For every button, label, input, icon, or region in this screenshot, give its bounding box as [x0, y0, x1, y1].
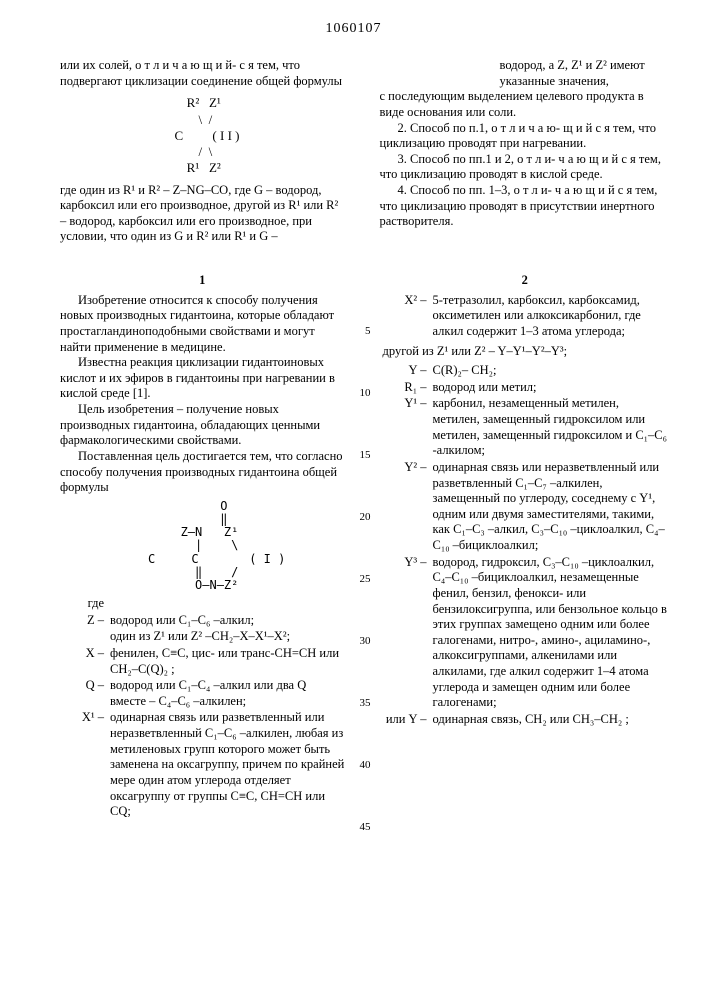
claim-tail: водород, а Z, Z¹ и Z² имеют указанные зн…: [500, 58, 668, 89]
lower-right-col: 2 X² –5-тетразолил, карбоксил, карбоксам…: [383, 273, 668, 821]
line-number: 20: [360, 511, 371, 525]
def-row: Y² –одинарная связь или неразветвленный …: [383, 460, 668, 554]
def-row: Y –C(R)₂– CH₂;: [383, 363, 668, 379]
def-row: X¹ –одинарная связь или разветвленный ил…: [60, 710, 345, 819]
line-number: 10: [360, 387, 371, 401]
defs-right: X² –5-тетразолил, карбоксил, карбоксамид…: [383, 293, 668, 340]
claim-2: 2. Способ по п.1, о т л и ч а ю- щ и й с…: [380, 121, 668, 152]
mid-line: другой из Z¹ или Z² – Y–Y¹–Y²–Y³;: [383, 344, 668, 360]
def-row: или Y –одинарная связь, CH₂ или CH₃–CH₂ …: [383, 712, 668, 728]
formula-ii: R² Z¹ \ / C ( I I ) / \ R¹ Z²: [60, 95, 348, 176]
where-label: где: [60, 596, 110, 612]
def-row: X² –5-тетразолил, карбоксил, карбоксамид…: [383, 293, 668, 340]
formula-i: O ‖ Z—N Z¹ | \ C C ( I ) ‖ / O—N—Z²: [60, 500, 345, 592]
claim-3: 3. Способ по пп.1 и 2, о т л и- ч а ю щ …: [380, 152, 668, 183]
def-row: X –фенилен, C≡C, цис- или транс-CH=CH ил…: [60, 646, 345, 677]
def-row: один из Z¹ или Z² –CH₂–X–X¹–X²;: [60, 629, 345, 645]
line-number: 15: [360, 449, 371, 463]
patent-number: 1060107: [326, 20, 382, 38]
lower-section: 1 Изобретение относится к способу получе…: [60, 273, 667, 821]
defs-left: где Z –водород или C₁–C₆ –алкил; один из…: [60, 596, 345, 820]
line-number: 40: [360, 759, 371, 773]
def-row: Q –водород или C₁–C₄ –алкил или два Q вм…: [60, 678, 345, 709]
page: 1060107 или их солей, о т л и ч а ю щ и …: [0, 0, 707, 1000]
claim-where: где один из R¹ и R² – Z–NG–CO, где G – в…: [60, 183, 348, 246]
line-number: 45: [360, 821, 371, 835]
def-row: Y¹ –карбонил, незамещенный метилен, мети…: [383, 396, 668, 459]
para-3: Цель изобретения – получение новых произ…: [60, 402, 345, 449]
line-number: 25: [360, 573, 371, 587]
claim-4: 4. Способ по пп. 1–3, о т л и- ч а ю щ и…: [380, 183, 668, 230]
line-number: 30: [360, 635, 371, 649]
line-number: 35: [360, 697, 371, 711]
def-row: R₁ –водород или метил;: [383, 380, 668, 396]
upper-section: или их солей, о т л и ч а ю щ и й- с я т…: [60, 58, 667, 245]
colnum-1: 1: [60, 273, 345, 289]
line-number-gutter: 51015202530354045: [355, 273, 373, 821]
upper-left-col: или их солей, о т л и ч а ю щ и й- с я т…: [60, 58, 348, 245]
claim-result: с последующим выделением целевого продук…: [380, 89, 668, 120]
def-row: где: [60, 596, 345, 612]
def-row: Z –водород или C₁–C₆ –алкил;: [60, 613, 345, 629]
colnum-2: 2: [383, 273, 668, 289]
line-number: 5: [365, 325, 371, 339]
defs-right-2: Y –C(R)₂– CH₂; R₁ –водород или метил; Y¹…: [383, 363, 668, 727]
claim-text: или их солей, о т л и ч а ю щ и й- с я т…: [60, 58, 348, 89]
def-row: Y³ –водород, гидроксил, C₃–C₁₀ –циклоалк…: [383, 555, 668, 711]
para-4: Поставленная цель достигается тем, что с…: [60, 449, 345, 496]
upper-right-col: водород, а Z, Z¹ и Z² имеют указанные зн…: [380, 58, 668, 245]
para-2: Известна реакция циклизации гидантоиновы…: [60, 355, 345, 402]
para-1: Изобретение относится к способу получени…: [60, 293, 345, 356]
lower-left-col: 1 Изобретение относится к способу получе…: [60, 273, 345, 821]
